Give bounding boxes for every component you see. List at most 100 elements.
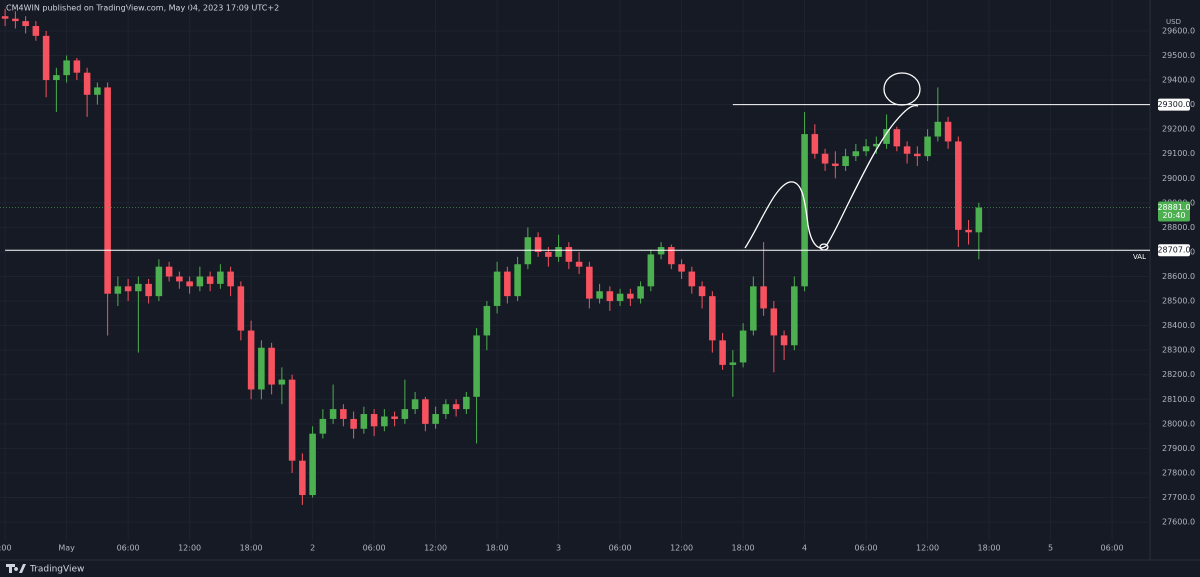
candle-body xyxy=(391,416,398,419)
candle-body xyxy=(22,21,29,27)
y-tick-label: 29100.0 xyxy=(1162,149,1195,158)
candle-body xyxy=(442,404,450,415)
candle-body xyxy=(801,134,808,287)
countdown: 20:40 xyxy=(1162,211,1185,220)
candle-body xyxy=(473,335,480,397)
candle-body xyxy=(637,286,644,299)
candle-body xyxy=(575,261,583,267)
candle-body xyxy=(53,75,60,81)
brand-logo xyxy=(6,564,26,573)
level-label-box xyxy=(1158,244,1190,257)
candle-body xyxy=(329,409,337,419)
candle-body xyxy=(647,254,655,287)
candle-body xyxy=(832,163,839,167)
candle-body xyxy=(381,416,388,427)
candle-body xyxy=(852,151,860,157)
x-tick-label: 5 xyxy=(1048,544,1053,553)
x-tick-label: 18:00 xyxy=(732,544,755,553)
candle-body xyxy=(975,207,983,233)
y-tick-label: 27600.0 xyxy=(1162,518,1195,527)
y-tick-label: 28300.0 xyxy=(1162,346,1195,355)
candle-body xyxy=(350,418,357,429)
candle-body xyxy=(668,247,675,265)
candle-body xyxy=(104,87,111,294)
candle-body xyxy=(340,409,347,419)
candle-body xyxy=(114,286,122,294)
x-tick-label: 18:00 xyxy=(978,544,1001,553)
candle-body xyxy=(924,136,931,157)
candle-body xyxy=(401,409,409,419)
candle-body xyxy=(903,146,911,154)
last-price-box xyxy=(1158,201,1190,222)
candle-body xyxy=(893,129,901,147)
x-tick-label: 18:00 xyxy=(240,544,263,553)
candle-body xyxy=(206,276,214,284)
candle-body xyxy=(12,18,19,22)
candle-body xyxy=(678,264,685,272)
candle-body xyxy=(616,293,624,302)
candle-body xyxy=(155,266,163,297)
x-tick-label: 12:00 xyxy=(916,544,939,553)
x-tick-label: 12:00 xyxy=(178,544,201,553)
candle-body xyxy=(729,362,737,365)
candle-body xyxy=(288,379,296,461)
candle-body xyxy=(698,286,706,297)
candle-body xyxy=(370,414,378,427)
candle-body xyxy=(483,305,491,336)
y-tick-label: 28400.0 xyxy=(1162,321,1195,330)
candle-body xyxy=(452,404,460,410)
candle-body xyxy=(688,271,696,287)
y-tick-label: 29600.0 xyxy=(1162,26,1195,35)
y-tick-label: 29000.0 xyxy=(1162,174,1195,183)
currency: USD xyxy=(1166,18,1181,26)
candle-body xyxy=(493,271,501,306)
x-tick-label: :00 xyxy=(0,544,12,553)
header: CM4WIN published on TradingView.com, May… xyxy=(6,4,279,13)
candle-body xyxy=(124,286,132,292)
candle-body xyxy=(842,156,849,167)
candle-body xyxy=(955,141,962,230)
candle-body xyxy=(504,271,511,297)
x-tick-label: 06:00 xyxy=(1101,544,1124,553)
candle-body xyxy=(63,60,70,76)
candle-body xyxy=(821,153,829,164)
candle-body xyxy=(176,276,183,282)
candle-body xyxy=(247,330,255,390)
candle-body xyxy=(196,276,204,287)
candle-body xyxy=(145,283,152,297)
candle-body xyxy=(596,291,603,299)
level-name: VAL xyxy=(1133,253,1146,261)
x-tick-label: 4 xyxy=(802,544,807,553)
brand: TradingView xyxy=(29,565,84,575)
y-tick-label: 29500.0 xyxy=(1162,51,1195,60)
candle-body xyxy=(770,308,778,336)
candle-body xyxy=(739,330,747,363)
y-tick-label: 28200.0 xyxy=(1162,370,1195,379)
level-label: 28707.0 xyxy=(1157,246,1190,255)
x-tick-label: 18:00 xyxy=(486,544,509,553)
candle-body xyxy=(565,247,573,262)
y-tick-label: 27800.0 xyxy=(1162,468,1195,477)
candle-body xyxy=(42,35,50,81)
candle-body xyxy=(309,433,316,496)
candle-body xyxy=(719,340,726,365)
candle-body xyxy=(586,266,593,299)
candle-body xyxy=(914,153,921,157)
y-tick-label: 28500.0 xyxy=(1162,297,1195,306)
candle-body xyxy=(299,460,306,496)
candle-body xyxy=(258,347,265,390)
y-tick-label: 28600.0 xyxy=(1162,272,1195,281)
candle-body xyxy=(709,296,716,341)
candle-body xyxy=(760,286,767,309)
candle-body xyxy=(883,129,890,144)
candle-body xyxy=(791,286,798,346)
candle-body xyxy=(278,379,286,385)
candle-body xyxy=(534,237,542,252)
candle-body xyxy=(94,87,101,95)
candle-body xyxy=(165,266,173,277)
candle-body xyxy=(606,291,614,302)
candle-body xyxy=(780,335,788,346)
candle-body xyxy=(319,418,327,434)
candle-body xyxy=(463,396,470,410)
